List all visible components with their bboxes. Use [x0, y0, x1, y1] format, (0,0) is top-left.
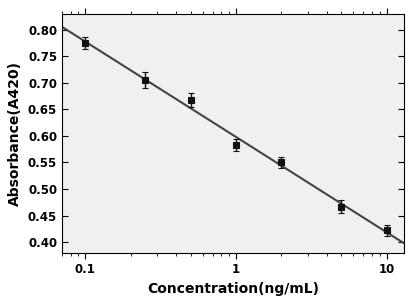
X-axis label: Concentration(ng/mL): Concentration(ng/mL) [147, 282, 319, 296]
Y-axis label: Absorbance(A420): Absorbance(A420) [8, 61, 22, 206]
